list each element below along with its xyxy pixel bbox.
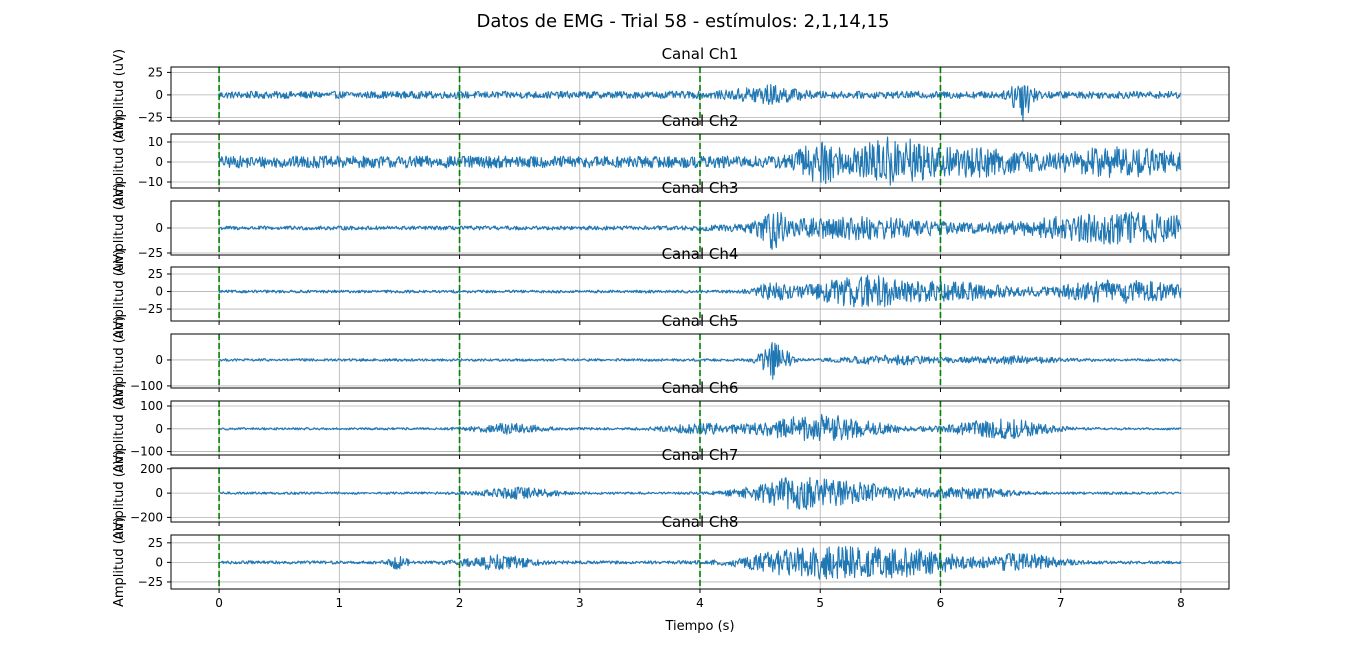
channel-panel: −10 0 10 Canal Ch2 Amplitud (uV) <box>112 112 1230 206</box>
y-axis-label: Amplitud (uV) <box>112 116 127 206</box>
y-axis-label: Amplitud (uV) <box>112 49 127 139</box>
y-tick-label: 25 <box>148 267 163 281</box>
y-tick-label: −100 <box>130 445 163 459</box>
x-tick-label: 2 <box>456 596 464 610</box>
x-tick-label: 7 <box>1057 596 1065 610</box>
panel-title: Canal Ch4 <box>662 245 739 263</box>
y-tick-label: 25 <box>148 536 163 550</box>
y-tick-label: −200 <box>130 510 163 524</box>
y-tick-label: −25 <box>138 302 163 316</box>
channel-panel: −100 0 Canal Ch5 Amplitud (uV) <box>112 312 1230 406</box>
x-tick-label: 0 <box>215 596 223 610</box>
x-tick-label: 5 <box>816 596 824 610</box>
channel-panel: −25 0 25 0 1 2 3 4 5 6 7 8 Canal Ch8 Amplitud (uV) <box>112 513 1230 610</box>
y-axis-label: Amplitud (uV) <box>112 517 127 607</box>
y-tick-label: −10 <box>138 175 163 189</box>
emg-trace <box>218 274 1182 308</box>
panel-title: Canal Ch2 <box>662 112 739 130</box>
y-axis-label: Amplitud (uV) <box>112 316 127 406</box>
y-tick-label: 0 <box>155 353 163 367</box>
panel-title: Canal Ch7 <box>662 446 739 464</box>
panel-title: Canal Ch3 <box>662 179 739 197</box>
y-tick-label: 0 <box>155 221 163 235</box>
y-axis-label: Amplitud (uV) <box>112 183 127 273</box>
emg-trace <box>218 477 1182 510</box>
channel-panel: −25 0 25 Canal Ch1 Amplitud (uV) <box>112 45 1230 139</box>
y-tick-label: 0 <box>155 155 163 169</box>
x-tick-label: 4 <box>696 596 704 610</box>
y-tick-label: −100 <box>130 379 163 393</box>
y-tick-label: 10 <box>148 135 163 149</box>
y-axis-label: Amplitud (uV) <box>112 383 127 473</box>
y-tick-label: −25 <box>138 575 163 589</box>
panel-title: Canal Ch5 <box>662 312 739 330</box>
x-tick-label: 3 <box>576 596 584 610</box>
figure-title: Datos de EMG - Trial 58 - estímulos: 2,1… <box>477 11 890 32</box>
channel-panel: −100 0 100 Canal Ch6 Amplitud (uV) <box>112 379 1230 473</box>
channel-panel: −200 0 200 Canal Ch7 Amplitud (uV) <box>112 446 1230 540</box>
y-tick-label: 200 <box>140 462 163 476</box>
y-tick-label: 0 <box>155 555 163 569</box>
emg-trace <box>218 342 1182 380</box>
y-tick-label: −25 <box>138 246 163 260</box>
y-tick-label: 0 <box>155 422 163 436</box>
x-tick-label: 8 <box>1177 596 1185 610</box>
y-tick-label: 0 <box>155 285 163 299</box>
channel-panel: −25 0 25 Canal Ch4 Amplitud (uV) <box>112 245 1230 339</box>
y-tick-label: 100 <box>140 399 163 413</box>
y-axis-label: Amplitud (uV) <box>112 450 127 540</box>
y-axis-label: Amplitud (uV) <box>112 249 127 339</box>
y-tick-label: 0 <box>155 486 163 500</box>
y-tick-label: −25 <box>138 110 163 124</box>
x-tick-label: 6 <box>937 596 945 610</box>
y-tick-label: 25 <box>148 65 163 79</box>
panel-title: Canal Ch6 <box>662 379 739 397</box>
emg-trace <box>219 211 1182 250</box>
y-tick-label: 0 <box>155 88 163 102</box>
x-tick-label: 1 <box>335 596 343 610</box>
panel-title: Canal Ch1 <box>662 45 739 63</box>
panel-title: Canal Ch8 <box>662 513 739 531</box>
x-axis-label: Tiempo (s) <box>664 619 734 634</box>
channel-panel: −25 0 Canal Ch3 Amplitud (uV) <box>112 179 1230 273</box>
